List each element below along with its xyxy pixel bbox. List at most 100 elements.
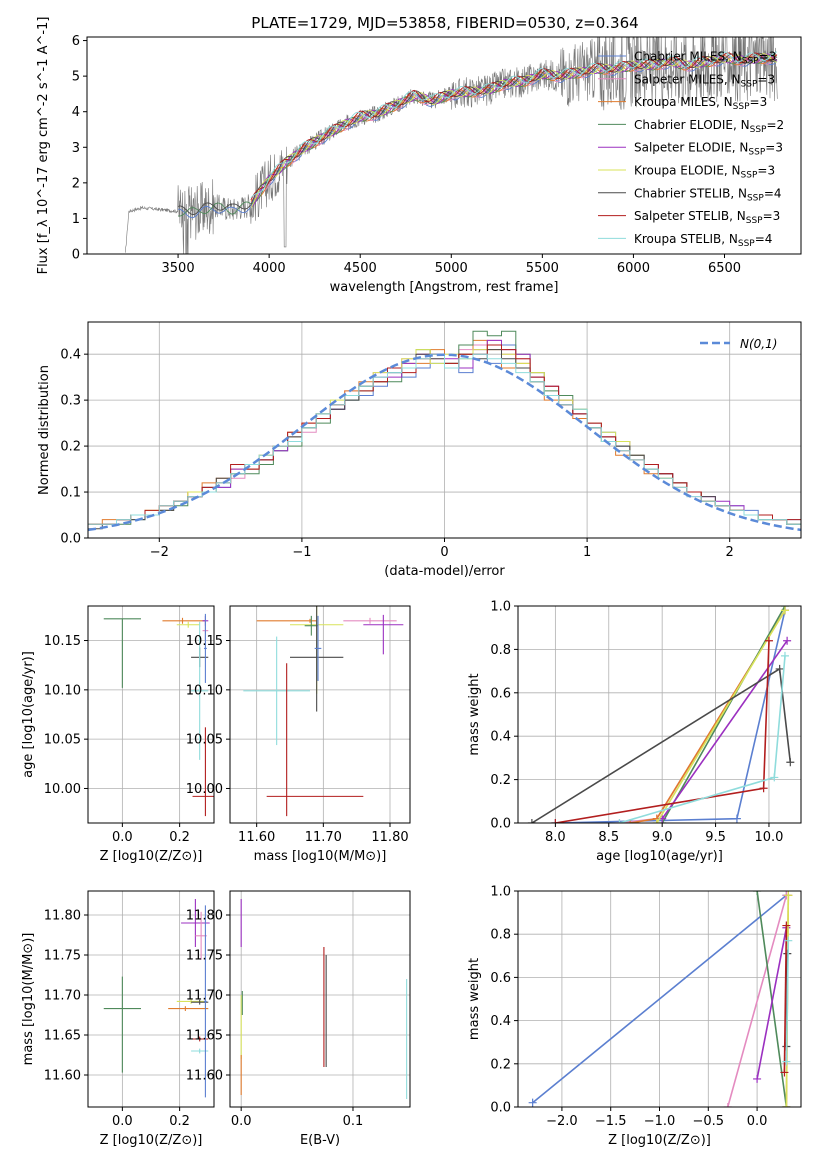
panel-massweight_vs_Z: −2.0 −1.5 −1.0 −0.5 0.0 0.0 0.2 0.4 0.6 0.8 1.0 Z […: [467, 885, 802, 1148]
weight-marker-kroupa_stelib: [782, 1057, 791, 1066]
y-tick-label: 11.75: [186, 949, 223, 964]
y-tick-label: 1.0: [490, 600, 511, 615]
x-tick-label: 4000: [253, 261, 286, 276]
weight-marker-chabrier_miles: [528, 1098, 537, 1107]
legend-entry-chabrier_elodie: Chabrier ELODIE, NSSP=2: [634, 118, 784, 135]
errorbar-salpeter_stelib: [192, 727, 214, 817]
axes-frame: −2 −1 0 1 2 0.0 0.1 0.2 0.3 0.4 (data-model)/error…: [37, 321, 802, 579]
y-tick-label: 0.8: [490, 928, 511, 943]
y-tick-label: 2: [72, 176, 80, 191]
y-tick-label: 10.05: [44, 733, 81, 748]
y-tick-label: 11.70: [186, 989, 223, 1004]
errorbar-kroupa_miles: [256, 618, 317, 623]
x-tick-label: −1.0: [644, 1114, 676, 1129]
weight-marker-kroupa_stelib: [615, 819, 624, 823]
y-tick-label: 10.10: [44, 683, 81, 698]
y-tick-label: 6: [72, 34, 80, 49]
errorbar-salpeter_stelib: [266, 663, 364, 817]
legend-entry-salpeter_stelib: Salpeter STELIB, NSSP=3: [634, 209, 780, 226]
model-spectrum-salpeter_stelib: [250, 52, 778, 201]
x-tick-label: 6500: [708, 261, 741, 276]
weight-marker-salpeter_stelib: [759, 784, 768, 793]
weight-marker-kroupa_elodie: [784, 891, 793, 900]
x-axis-label: Z [log10(Z/Z⊙)]: [100, 849, 203, 864]
axes-frame: 8.0 8.5 9.0 9.5 10.0 0.0 0.2 0.4 0.6 0.8 1.0 age [l…: [467, 600, 802, 864]
plot-area: [240, 899, 408, 1099]
x-tick-label: 0.0: [112, 830, 133, 845]
errorbar-kroupa_stelib: [191, 621, 209, 760]
x-axis-label: wavelength [Angstrom, rest frame]: [330, 280, 559, 295]
x-tick-label: 11.80: [371, 830, 408, 845]
x-tick-label: 8.0: [545, 830, 566, 845]
x-tick-label: 0.0: [112, 1114, 133, 1129]
y-axis-label: mass [log10(M/M⊙)]: [21, 933, 36, 1066]
legend-entry-salpeter_miles: Salpeter MILES, NSSP=3: [634, 72, 775, 89]
plot-area: [243, 606, 404, 817]
weight-line-chabrier_miles: [532, 894, 787, 1104]
x-tick-label: 0.2: [169, 830, 190, 845]
errorbar-kroupa_elodie: [176, 621, 200, 628]
x-tick-label: −0.5: [693, 1114, 725, 1129]
weight-marker-chabrier_elodie: [753, 891, 762, 895]
y-tick-label: 10.00: [44, 782, 81, 797]
errorbar-salpeter_elodie: [363, 614, 404, 655]
x-axis-label: age [log10(age/yr)]: [596, 849, 723, 864]
y-axis-label: Normed distribution: [37, 365, 52, 495]
x-axis-label: (data-model)/error: [384, 564, 505, 579]
x-tick-label: 0.0: [747, 1114, 768, 1129]
y-tick-label: 0.1: [60, 486, 81, 501]
y-tick-label: 11.70: [44, 989, 81, 1004]
y-tick-label: 3: [72, 141, 80, 156]
y-tick-label: 0.6: [490, 686, 511, 701]
panel-residuals: −2 −1 0 1 2 0.0 0.1 0.2 0.3 0.4 (data-model)/error…: [37, 321, 802, 579]
y-tick-label: 1.0: [490, 885, 511, 900]
y-tick-label: 11.65: [44, 1029, 81, 1044]
legend-entry-chabrier_stelib: Chabrier STELIB, NSSP=4: [634, 186, 782, 203]
x-tick-label: −2.0: [546, 1114, 578, 1129]
panel-age_vs_Z: 0.0 0.2 10.00 10.05 10.10 10.15 Z [log10(Z/Z⊙)…: [21, 605, 215, 864]
legend-entry-normal: N(0,1): [740, 337, 777, 351]
x-tick-label: 0.1: [343, 1114, 364, 1129]
weight-line-chabrier_elodie: [661, 606, 786, 823]
weight-marker-kroupa_stelib: [780, 651, 789, 660]
axes-frame: 3500 4000 4500 5000 5500 6000 6500 0 1 2 3 4 5 6 wavel…: [36, 17, 802, 295]
x-tick-label: 6000: [617, 261, 650, 276]
plot-area: [88, 330, 801, 538]
weight-line-salpeter_miles: [727, 895, 788, 1107]
y-axis-label: mass weight: [467, 673, 482, 755]
weight-line-kroupa_miles: [629, 609, 786, 823]
x-tick-label: −1: [292, 545, 311, 560]
errorbar-chabrier_miles: [314, 615, 322, 681]
y-tick-label: 0.4: [490, 1014, 511, 1029]
y-tick-label: 0.3: [60, 394, 81, 409]
plot-area: [103, 613, 214, 817]
weight-marker-salpeter_elodie: [783, 636, 792, 645]
x-tick-label: 4500: [344, 261, 377, 276]
weight-line-salpeter_elodie: [756, 927, 788, 1080]
errorbar-kroupa_miles: [162, 617, 206, 624]
plot-area: [103, 899, 210, 1098]
y-tick-label: 0.6: [490, 971, 511, 986]
panel-mass_vs_Z: 0.0 0.2 11.60 11.65 11.70 11.75 11.80 Z [log10(…: [21, 890, 215, 1148]
y-tick-label: 10.00: [186, 782, 223, 797]
y-tick-label: 0.2: [490, 1057, 511, 1072]
legend-entry-kroupa_elodie: Kroupa ELODIE, NSSP=3: [634, 164, 775, 181]
x-tick-label: 9.5: [705, 830, 726, 845]
weight-marker-kroupa_stelib: [784, 936, 793, 945]
x-axis-label: Z [log10(Z/Z⊙)]: [100, 1133, 203, 1148]
y-tick-label: 10.05: [186, 733, 223, 748]
y-axis-label: Flux [f_λ 10^-17 erg cm^-2 s^-1 A^-1]: [36, 17, 51, 275]
weight-marker-kroupa_elodie: [652, 819, 661, 823]
weight-marker-kroupa_stelib: [770, 773, 779, 782]
weight-marker-salpeter_miles: [723, 1103, 732, 1107]
axes-frame: −2.0 −1.5 −1.0 −0.5 0.0 0.0 0.2 0.4 0.6 0.8 1.0 Z […: [467, 885, 802, 1148]
weight-line-kroupa_stelib: [785, 940, 790, 1062]
y-tick-label: 11.80: [44, 909, 81, 924]
weight-marker-chabrier_stelib: [786, 758, 795, 767]
errorbar-kroupa_stelib: [243, 636, 310, 746]
y-tick-label: 0.0: [490, 817, 511, 832]
model-spectrum-kroupa_stelib: [250, 51, 778, 199]
histogram-kroupa_stelib: [88, 353, 801, 538]
x-axis-label: Z [log10(Z/Z⊙)]: [608, 1133, 711, 1148]
